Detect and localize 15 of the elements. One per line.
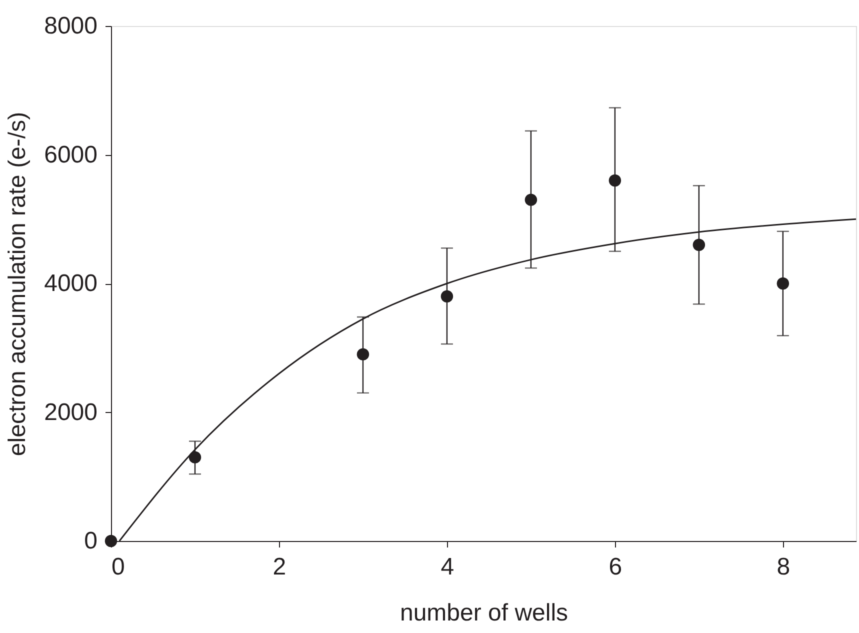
y-tick-label: 0 — [84, 528, 98, 554]
point — [608, 174, 622, 187]
x-tick-label: 8 — [776, 554, 790, 580]
x-tick-label: 0 — [112, 554, 125, 580]
x-tick-label: 2 — [272, 554, 286, 580]
y-tick-label: 6000 — [44, 141, 98, 168]
y-axis-title: electron accumulation rate (e-/s) — [4, 112, 32, 456]
y-tick-label: 8000 — [44, 12, 98, 40]
x-axis-title: number of wells — [400, 600, 568, 626]
y-tick-label: 2000 — [44, 398, 98, 426]
point — [104, 534, 118, 548]
y-tick-label: 4000 — [44, 270, 98, 297]
x-tick-label: 6 — [608, 554, 622, 580]
point — [776, 277, 790, 290]
x-tick-label: 4 — [440, 554, 454, 580]
